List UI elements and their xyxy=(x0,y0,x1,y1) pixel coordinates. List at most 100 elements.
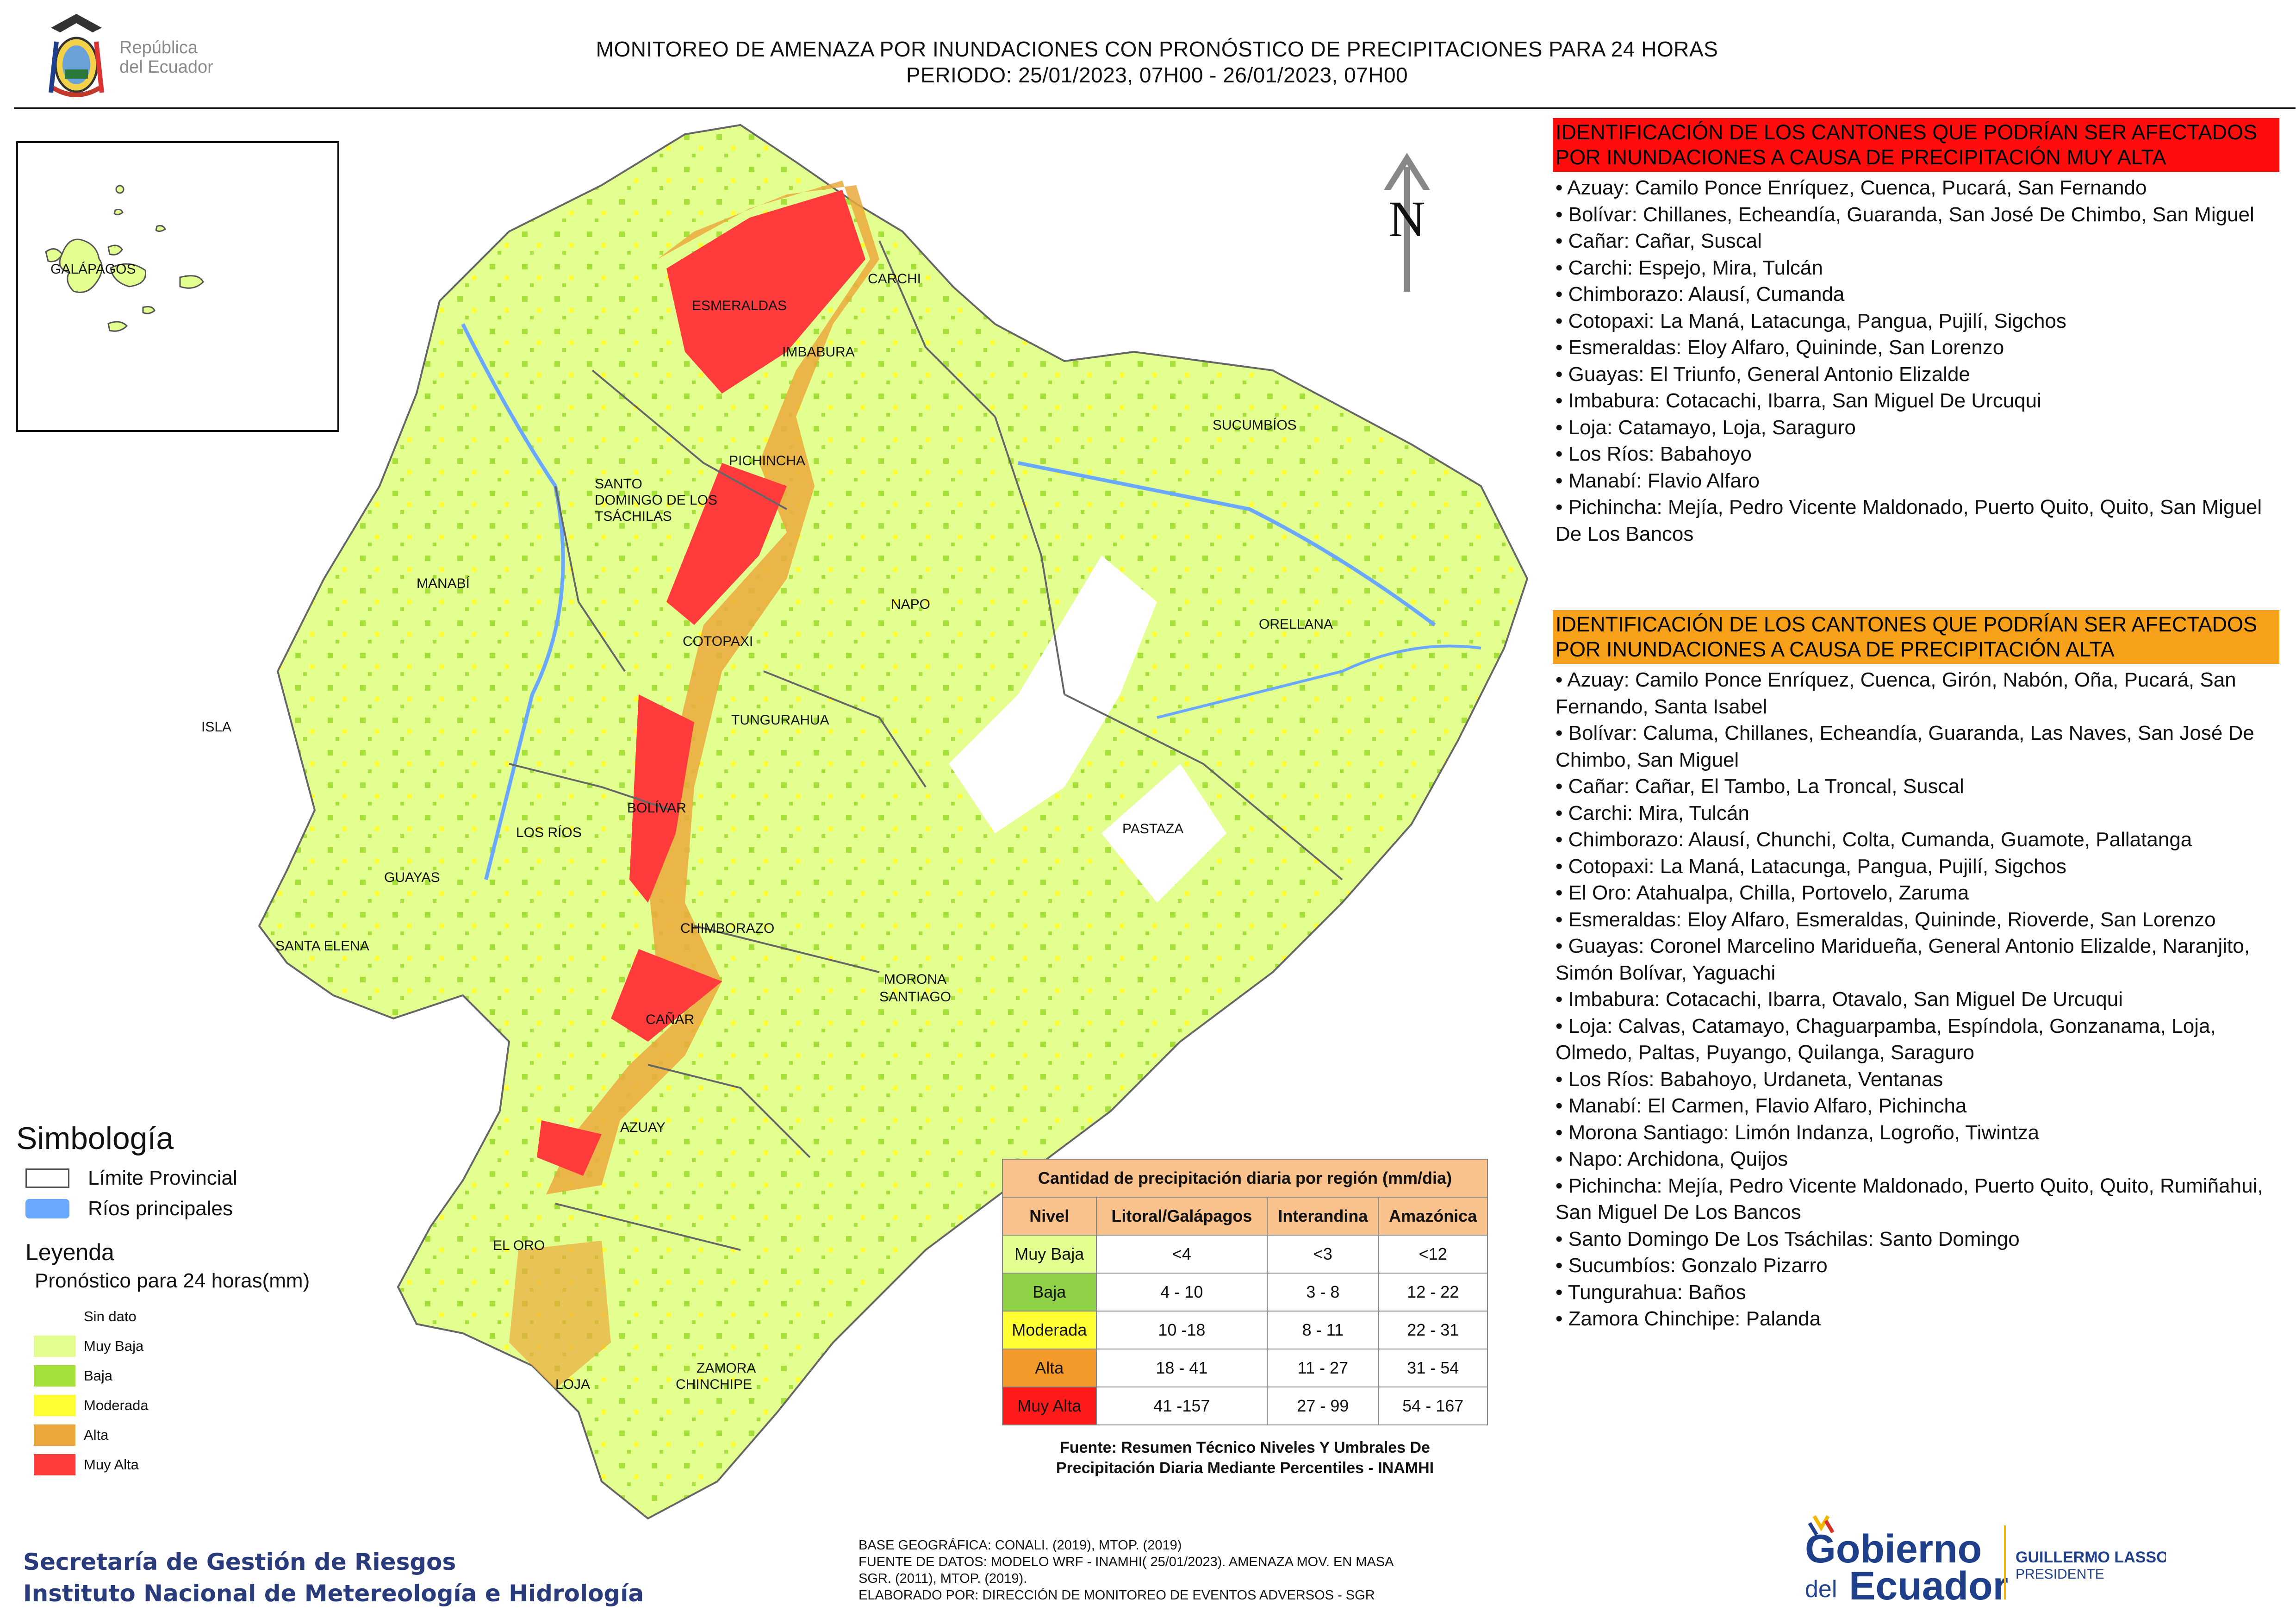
table-level-cell: Baja xyxy=(1002,1273,1097,1312)
canton-list-item: • Carchi: Espejo, Mira, Tulcán xyxy=(1556,256,1823,279)
canton-list-item: • Los Ríos: Babahoyo, Urdaneta, Ventanas xyxy=(1556,1068,1943,1091)
class-swatch xyxy=(34,1306,75,1327)
label-azuay: AZUAY xyxy=(620,1120,666,1135)
river xyxy=(1157,644,1481,719)
canton-list-item: • Cañar: Cañar, El Tambo, La Troncal, Su… xyxy=(1556,775,1964,798)
table-header-cell: Amazónica xyxy=(1378,1197,1488,1236)
table-value-cell: <3 xyxy=(1267,1235,1379,1274)
river xyxy=(461,323,565,880)
isabela-island xyxy=(59,238,103,293)
title-line-1: MONITOREO DE AMENAZA POR INUNDACIONES CO… xyxy=(596,37,1718,61)
logo-divider xyxy=(2004,1525,2006,1599)
table-level-cell: Muy Alta xyxy=(1002,1387,1097,1425)
canton-list-item: • Guayas: El Triunfo, General Antonio El… xyxy=(1556,362,1970,386)
canton-list-item: • Cotopaxi: La Maná, Latacunga, Pangua, … xyxy=(1556,309,2066,332)
canton-list-item: • Loja: Calvas, Catamayo, Chaguarpamba, … xyxy=(1556,1014,2216,1064)
class-label: Alta xyxy=(84,1427,109,1443)
footer-sources: BASE GEOGRÁFICA: CONALI. (2019), MTOP. (… xyxy=(859,1537,1394,1604)
label-tungurahua: TUNGURAHUA xyxy=(731,712,829,728)
legend-classes: Sin dato Muy Baja Baja Moderada Alta Muy Alta xyxy=(16,1302,433,1480)
sin-dato-area xyxy=(1101,764,1226,903)
label-los-rios: LOS RÍOS xyxy=(516,825,582,840)
label-esmeraldas: ESMERALDAS xyxy=(692,298,787,313)
label-loja: LOJA xyxy=(555,1377,590,1392)
canton-list-item: • Manabí: El Carmen, Flavio Alfaro, Pich… xyxy=(1556,1094,1967,1117)
legend-class: Sin dato xyxy=(34,1302,433,1331)
label-imbabura: IMBABURA xyxy=(782,344,855,360)
class-swatch xyxy=(34,1454,75,1475)
class-swatch xyxy=(34,1365,75,1387)
table-value-cell: 3 - 8 xyxy=(1267,1273,1379,1312)
genovesa-island xyxy=(155,225,166,232)
north-label: N xyxy=(1388,191,1425,247)
table-value-cell: <4 xyxy=(1095,1235,1268,1274)
canton-list-item: • Carchi: Mira, Tulcán xyxy=(1556,801,1749,824)
source-line: ELABORADO POR: DIRECCIÓN DE MONITOREO DE… xyxy=(859,1588,1375,1603)
table-value-cell: 31 - 54 xyxy=(1378,1349,1488,1387)
north-arrow-icon xyxy=(1384,153,1430,292)
label-pichincha: PICHINCHA xyxy=(729,453,805,468)
class-swatch xyxy=(34,1424,75,1446)
canton-list-item: • Imbabura: Cotacachi, Ibarra, San Migue… xyxy=(1556,389,2041,412)
republica-line: del Ecuador xyxy=(119,57,213,77)
rivers-label: Ríos principales xyxy=(88,1197,233,1220)
footer-organizations: Secretaría de Gestión de Riesgos Institu… xyxy=(23,1546,644,1609)
label-zamora-chinchipe: ZAMORA xyxy=(697,1361,756,1376)
canton-list-item: • Loja: Catamayo, Loja, Saraguro xyxy=(1556,416,1856,439)
canton-list-item: • Cotopaxi: La Maná, Latacunga, Pangua, … xyxy=(1556,855,2066,878)
class-label: Moderada xyxy=(84,1397,149,1413)
table-header-cell: Litoral/Galápagos xyxy=(1095,1197,1268,1236)
label-guayas: GUAYAS xyxy=(384,870,440,885)
legend-class: Moderada xyxy=(34,1391,433,1420)
header-divider xyxy=(14,107,2296,109)
table-value-cell: 18 - 41 xyxy=(1095,1349,1268,1387)
canton-list-item: • Sucumbíos: Gonzalo Pizarro xyxy=(1556,1254,1828,1277)
very-high-heading: IDENTIFICACIÓN DE LOS CANTONES QUE PODRÍ… xyxy=(1553,118,2279,172)
high-panel: IDENTIFICACIÓN DE LOS CANTONES QUE PODRÍ… xyxy=(1553,610,2279,1332)
legend-title: Simbología xyxy=(16,1121,174,1156)
san-cristobal-island xyxy=(179,275,204,289)
canton-list-item: • Esmeraldas: Eloy Alfaro, Quininde, San… xyxy=(1556,336,2004,359)
boundary-label: Límite Provincial xyxy=(88,1167,237,1189)
coat-of-arms-icon xyxy=(49,14,104,97)
river-swatch xyxy=(25,1199,69,1218)
santa-fe-island xyxy=(142,306,156,314)
table-level-cell: Alta xyxy=(1002,1349,1097,1387)
forecast-label: Pronóstico para 24 horas(mm) xyxy=(35,1269,310,1292)
very-high-panel: IDENTIFICACIÓN DE LOS CANTONES QUE PODRÍ… xyxy=(1553,118,2279,547)
canton-list-item: • Pichincha: Mejía, Pedro Vicente Maldon… xyxy=(1556,1174,2263,1224)
table-row: Baja 4 - 10 3 - 8 12 - 22 xyxy=(1002,1273,1488,1312)
label-cotopaxi: COTOPAXI xyxy=(683,634,753,649)
muy-alta-core xyxy=(611,949,722,1042)
source-line: SGR. (2011), MTOP. (2019). xyxy=(859,1571,1027,1586)
canton-list-item: • Los Ríos: Babahoyo xyxy=(1556,443,1752,465)
table-value-cell: 10 -18 xyxy=(1095,1311,1268,1349)
class-label: Muy Alta xyxy=(84,1456,139,1473)
table-value-cell: 12 - 22 xyxy=(1378,1273,1488,1312)
table-value-cell: 54 - 167 xyxy=(1378,1387,1488,1425)
table-value-cell: 41 -157 xyxy=(1095,1387,1268,1425)
label-isla: ISLA xyxy=(201,719,231,735)
canton-list-item: • Azuay: Camilo Ponce Enríquez, Cuenca, … xyxy=(1556,668,2236,718)
title-line-2: PERIODO: 25/01/2023, 07H00 - 26/01/2023,… xyxy=(906,63,1408,87)
label-santo-domingo: TSÁCHILAS xyxy=(595,509,672,524)
label-carchi: CARCHI xyxy=(868,271,921,287)
legend-class: Alta xyxy=(34,1420,433,1450)
org-name: Secretaría de Gestión de Riesgos xyxy=(23,1549,456,1575)
table-value-cell: 27 - 99 xyxy=(1267,1387,1379,1425)
ecuador-text: Ecuador xyxy=(1849,1564,2008,1608)
table-body: Muy Baja <4 <3 <12 Baja 4 - 10 3 - 8 12 - 22 Mod… xyxy=(1002,1235,1488,1425)
label-santa-elena: SANTA ELENA xyxy=(275,938,369,954)
canton-list-item: • Bolívar: Chillanes, Echeandía, Guarand… xyxy=(1556,203,2254,226)
legend-class: Muy Alta xyxy=(34,1450,433,1480)
table-source: Fuente: Resumen Técnico Niveles Y Umbral… xyxy=(1002,1437,1488,1478)
legend-rivers: Ríos principales xyxy=(25,1195,433,1222)
class-swatch xyxy=(34,1395,75,1416)
source-line: FUENTE DE DATOS: MODELO WRF - INAMHI( 25… xyxy=(859,1555,1394,1569)
legend-class: Baja xyxy=(34,1361,433,1391)
legend-boundary: Límite Provincial xyxy=(25,1165,433,1192)
canton-list-item: • Tungurahua: Baños xyxy=(1556,1280,1746,1304)
gobierno-logo: Gobierno del Ecuador GUILLERMO LASSO PRE… xyxy=(1796,1507,2169,1609)
canton-list-item: • Guayas: Coronel Marcelino Maridueña, G… xyxy=(1556,935,2250,984)
